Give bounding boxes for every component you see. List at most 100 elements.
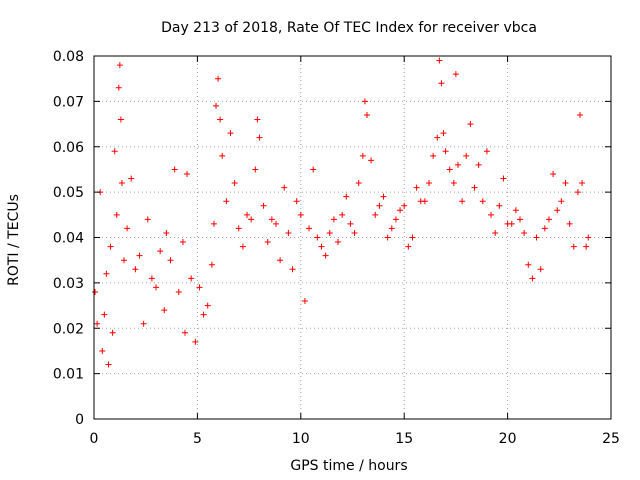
data-point [167, 257, 174, 264]
data-point [339, 211, 346, 218]
data-point [103, 270, 110, 277]
data-point [268, 216, 275, 223]
data-points [92, 57, 592, 368]
data-point [101, 311, 108, 318]
data-point [545, 216, 552, 223]
data-point [120, 257, 127, 264]
x-tick-label: 0 [90, 431, 99, 447]
data-point [500, 175, 507, 182]
data-point [380, 193, 387, 200]
data-point [210, 220, 217, 227]
data-point [388, 225, 395, 232]
data-point [128, 175, 135, 182]
data-point [409, 234, 416, 241]
x-tick-label: 15 [395, 431, 413, 447]
data-point [297, 211, 304, 218]
y-tick-label: 0.01 [53, 367, 84, 383]
data-point [219, 152, 226, 159]
data-point [446, 166, 453, 173]
data-point [204, 302, 211, 309]
data-point [248, 216, 255, 223]
data-point [355, 180, 362, 187]
data-point [335, 239, 342, 246]
data-point [326, 229, 333, 236]
data-point [363, 111, 370, 118]
data-point [508, 220, 515, 227]
data-point [223, 198, 230, 205]
x-tick-label: 25 [602, 431, 620, 447]
data-point [118, 180, 125, 187]
data-point [558, 198, 565, 205]
data-point [179, 239, 186, 246]
data-point [272, 220, 279, 227]
data-point [215, 75, 222, 82]
y-tick-label: 0.02 [53, 321, 84, 337]
data-point [200, 311, 207, 318]
data-point [475, 161, 482, 168]
data-point [459, 198, 466, 205]
data-point [537, 266, 544, 273]
y-tick-label: 0 [75, 412, 84, 428]
data-point [517, 216, 524, 223]
data-point [318, 243, 325, 250]
data-point [289, 266, 296, 273]
data-point [450, 180, 457, 187]
data-point [192, 338, 199, 345]
data-point [525, 261, 532, 268]
data-point [436, 57, 443, 64]
data-point [392, 216, 399, 223]
x-tick-label: 10 [292, 431, 310, 447]
data-point [347, 220, 354, 227]
data-point [301, 298, 308, 305]
data-point [579, 180, 586, 187]
data-point [405, 243, 412, 250]
data-point [314, 234, 321, 241]
data-point [217, 116, 224, 123]
data-point [256, 134, 263, 141]
data-point [136, 252, 143, 259]
data-point [116, 62, 123, 69]
y-tick-label: 0.08 [53, 49, 84, 65]
data-point [488, 211, 495, 218]
data-point [208, 261, 215, 268]
data-point [442, 148, 449, 155]
data-point [109, 329, 116, 336]
data-point [401, 202, 408, 209]
data-point [163, 229, 170, 236]
data-point [115, 84, 122, 91]
data-point [521, 229, 528, 236]
data-point [359, 152, 366, 159]
data-point [285, 229, 292, 236]
data-point [454, 161, 461, 168]
chart-title: Day 213 of 2018, Rate Of TEC Index for r… [161, 20, 537, 36]
data-point [264, 239, 271, 246]
data-point [483, 148, 490, 155]
x-tick-label: 5 [193, 431, 202, 447]
x-tick-label: 20 [499, 431, 517, 447]
data-point [239, 243, 246, 250]
y-axis-label: ROTI / TECUs [6, 194, 22, 286]
data-point [161, 307, 168, 314]
data-point [244, 211, 251, 218]
data-point [529, 275, 536, 282]
data-point [434, 134, 441, 141]
data-point [585, 234, 592, 241]
data-point [231, 180, 238, 187]
data-point [107, 243, 114, 250]
y-axis-ticks: 0 0.01 0.02 0.03 0.04 0.05 0.06 0.07 0.08 [53, 49, 611, 428]
data-point [576, 111, 583, 118]
data-point [574, 189, 581, 196]
data-point [583, 243, 590, 250]
data-point [252, 166, 259, 173]
data-point [213, 102, 220, 109]
data-point [550, 170, 557, 177]
data-point [351, 229, 358, 236]
y-tick-label: 0.05 [53, 185, 84, 201]
data-point [479, 198, 486, 205]
data-point [541, 225, 548, 232]
data-point [492, 229, 499, 236]
data-point [452, 71, 459, 78]
data-point [184, 170, 191, 177]
data-point [227, 130, 234, 137]
data-point [254, 116, 261, 123]
